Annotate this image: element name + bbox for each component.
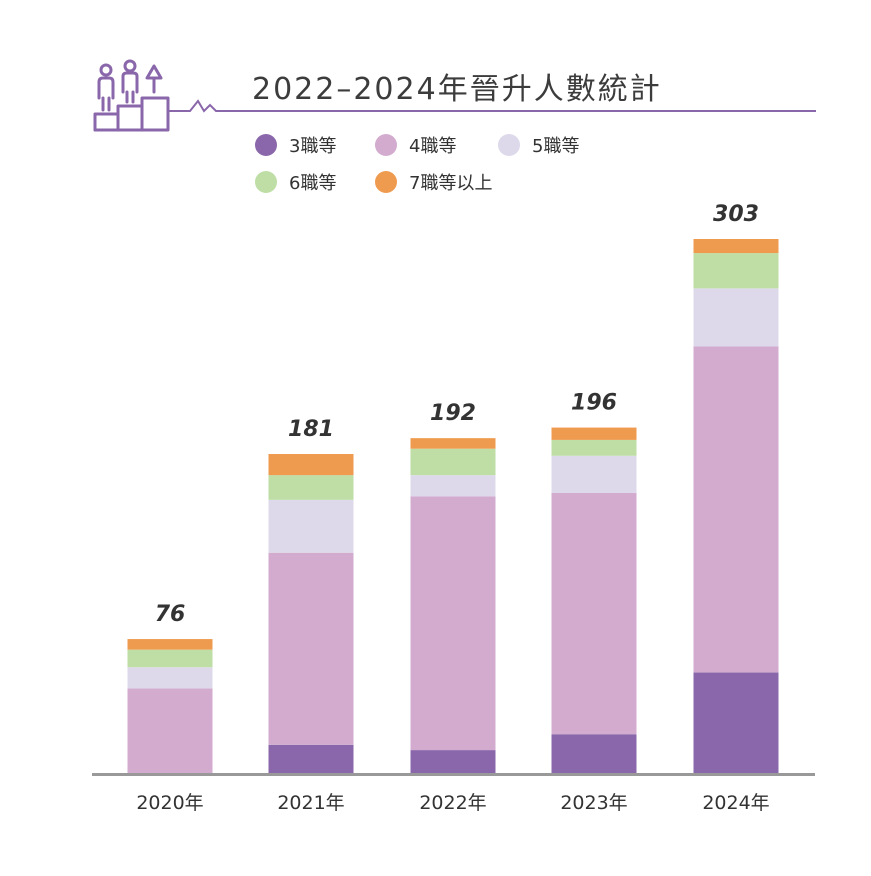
bar-segment-2021年-4職等	[268, 552, 354, 745]
bar-segment-2022年-4職等	[410, 496, 496, 751]
legend-swatch-4	[375, 134, 397, 156]
bar-segment-2021年-3職等	[268, 744, 354, 773]
bar-segment-2020年-5職等	[127, 667, 213, 689]
chart-legend: 3職等 4職等 5職等 6職等 7職等以上	[255, 130, 675, 200]
legend-swatch-5	[498, 134, 520, 156]
legend-swatch-3	[255, 134, 277, 156]
bar-segment-2022年-5職等	[410, 475, 496, 497]
bar-segment-2023年-6職等	[551, 439, 637, 456]
total-label-2024年: 303	[713, 202, 759, 227]
bar-segment-2023年-3職等	[551, 734, 637, 773]
legend-label-7: 7職等以上	[409, 173, 493, 194]
total-label-2022年: 192	[430, 401, 476, 426]
bar-segment-2021年-7職等以上	[268, 454, 354, 476]
bar-segment-2024年-5職等	[693, 288, 779, 347]
bar-segment-2024年-4職等	[693, 346, 779, 673]
x-tick-label-2023年: 2023年	[560, 792, 627, 814]
total-label-2023年: 196	[571, 391, 617, 416]
bar-segment-2022年-7職等以上	[410, 438, 496, 449]
bar-segment-2023年-4職等	[551, 492, 637, 735]
legend-item-6: 6職等	[255, 167, 336, 197]
promotion-icon	[93, 59, 170, 132]
x-tick-label-2020年: 2020年	[136, 792, 203, 814]
legend-label-6: 6職等	[289, 173, 337, 194]
legend-swatch-6	[255, 171, 277, 193]
chart-title: 2022–2024年晉升人數統計	[252, 72, 662, 107]
bar-segment-2023年-5職等	[551, 455, 637, 493]
legend-label-4: 4職等	[409, 136, 457, 157]
bar-segment-2021年-5職等	[268, 499, 354, 553]
legend-label-3: 3職等	[289, 136, 337, 157]
bar-segment-2024年-6職等	[693, 253, 779, 289]
bar-segment-2020年-6職等	[127, 649, 213, 668]
x-tick-label-2021年: 2021年	[277, 792, 344, 814]
legend-item-5: 5職等	[498, 130, 579, 160]
bar-segment-2024年-7職等以上	[693, 239, 779, 254]
legend-swatch-7	[375, 171, 397, 193]
bar-segment-2022年-6職等	[410, 448, 496, 476]
legend-item-4: 4職等	[375, 130, 456, 160]
legend-label-5: 5職等	[532, 136, 580, 157]
x-tick-label-2024年: 2024年	[702, 792, 769, 814]
total-label-2021年: 181	[288, 417, 334, 442]
bar-segment-2020年-7職等以上	[127, 639, 213, 650]
legend-item-3: 3職等	[255, 130, 336, 160]
x-tick-label-2022年: 2022年	[419, 792, 486, 814]
bar-segment-2020年-4職等	[127, 688, 213, 773]
legend-item-7: 7職等以上	[375, 167, 492, 197]
bar-segment-2021年-6職等	[268, 475, 354, 500]
bar-segment-2024年-3職等	[693, 672, 779, 773]
title-underline	[168, 99, 816, 113]
bar-segment-2022年-3職等	[410, 750, 496, 773]
total-label-2020年: 76	[155, 602, 186, 627]
bar-segment-2023年-7職等以上	[551, 427, 637, 440]
